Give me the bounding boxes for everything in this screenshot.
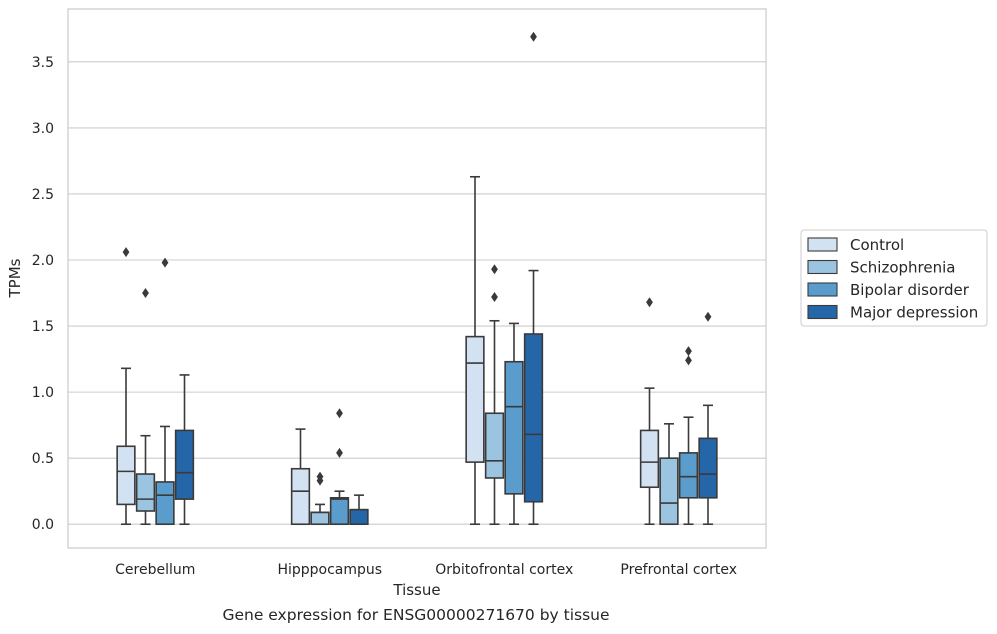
legend-swatch [807, 282, 838, 297]
box-major-depression [698, 311, 718, 526]
figure-caption: Gene expression for ENSG00000271670 by t… [222, 606, 610, 624]
legend-swatch [807, 304, 838, 320]
box-schizophrenia [659, 423, 679, 526]
box-major-depression [349, 494, 369, 526]
box-control [116, 247, 136, 526]
plot-area-frame [67, 8, 767, 549]
x-tick-labels: Cerebellum Hipppocampus Orbitofrontal cort… [115, 562, 737, 578]
legend-label: Control [850, 236, 904, 254]
box-bipolar-disorder [504, 322, 524, 526]
box-iqr [659, 457, 679, 526]
y-tick-labels: 0.0 0.5 1.0 1.5 2.0 2.5 3.0 3.5 [32, 55, 54, 533]
box-control [639, 297, 660, 526]
box-iqr [698, 437, 718, 499]
box-control [290, 428, 311, 526]
outlier-point [491, 291, 498, 302]
box-iqr [116, 445, 136, 506]
box-iqr [678, 452, 699, 499]
y-tick-label: 0.5 [32, 451, 54, 467]
outlier-point [685, 346, 692, 357]
legend-swatch [807, 237, 838, 252]
x-tick-label: Cerebellum [115, 562, 195, 578]
box-bipolar-disorder [329, 408, 350, 526]
x-tick-label: Hipppocampus [277, 562, 382, 578]
y-tick-label: 3.5 [32, 55, 54, 71]
box-iqr [135, 473, 156, 512]
box-series [116, 31, 718, 526]
outlier-point [316, 471, 324, 482]
outlier-point [704, 311, 712, 322]
box-schizophrenia [310, 471, 330, 526]
outlier-point [491, 264, 498, 275]
y-tick-label: 0.0 [32, 517, 54, 533]
box-iqr [639, 429, 660, 489]
x-axis-label: Tissue [392, 581, 440, 599]
box-iqr [174, 429, 195, 500]
outlier-point [685, 355, 692, 366]
box-iqr [310, 511, 330, 526]
y-tick-label: 2.5 [32, 187, 54, 203]
y-tick-label: 2.0 [32, 253, 54, 269]
outlier-point [142, 288, 149, 299]
outlier-point [336, 447, 343, 458]
box-bipolar-disorder [155, 257, 175, 526]
box-iqr [155, 481, 175, 526]
box-iqr [504, 360, 524, 495]
outlier-point [122, 247, 130, 258]
box-iqr [523, 333, 544, 503]
legend-label: Schizophrenia [850, 259, 955, 277]
y-axis-label: TPMs [6, 258, 24, 298]
legend-label: Major depression [850, 304, 978, 322]
box-iqr [329, 496, 350, 526]
outlier-point [336, 408, 343, 419]
box-schizophrenia [135, 288, 156, 526]
outlier-point [646, 297, 653, 308]
outlier-point [161, 257, 169, 268]
box-schizophrenia [484, 264, 505, 526]
box-control [465, 175, 485, 526]
box-iqr [290, 467, 311, 526]
legend-frame [800, 229, 988, 327]
x-tick-label: Orbitofrontal cortex [435, 562, 573, 578]
legend-label: Bipolar disorder [850, 281, 970, 299]
box-iqr [349, 508, 369, 526]
gridlines [68, 61, 766, 525]
y-tick-label: 1.5 [32, 319, 54, 335]
box-iqr [484, 412, 505, 479]
box-major-depression [523, 31, 544, 526]
box-bipolar-disorder [678, 346, 699, 526]
y-tick-label: 1.0 [32, 385, 54, 401]
outlier-point [530, 31, 537, 42]
legend-swatch [807, 259, 838, 275]
box-iqr [465, 335, 485, 463]
y-tick-label: 3.0 [32, 121, 54, 137]
legend: Control Schizophrenia Bipolar disorder Majo… [800, 229, 988, 327]
x-tick-label: Prefrontal cortex [620, 562, 737, 578]
box-major-depression [174, 374, 195, 526]
